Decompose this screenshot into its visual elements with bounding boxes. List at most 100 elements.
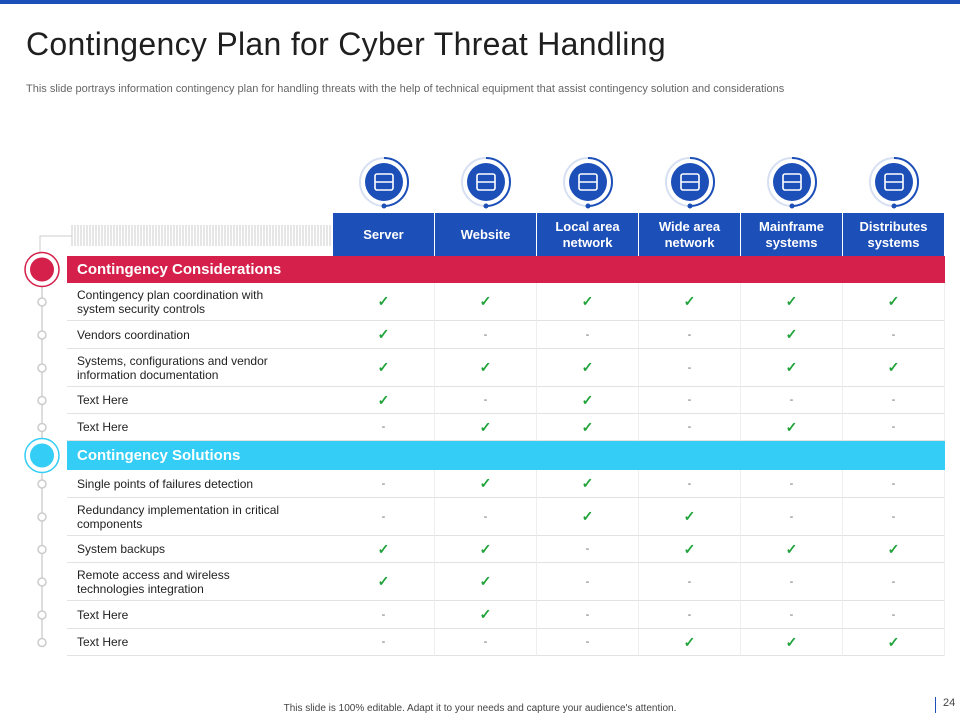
timeline-node: [37, 330, 47, 340]
column-header: Wide area network: [639, 213, 741, 256]
icon-dot: [789, 203, 795, 209]
cell: -: [435, 387, 537, 414]
cell: ✓: [537, 387, 639, 414]
cell: ✓: [741, 321, 843, 349]
section-header: Contingency Solutions: [67, 441, 945, 470]
row-label: Remote access and wireless technologies …: [67, 563, 333, 601]
timeline-node: [37, 577, 47, 587]
cell: -: [843, 387, 945, 414]
timeline-node: [37, 422, 47, 433]
hatch-border: [39, 235, 72, 256]
timeline-node: [37, 363, 47, 373]
cell: -: [639, 414, 741, 441]
icon-dot: [891, 203, 897, 209]
cell: -: [333, 629, 435, 656]
cell: -: [843, 470, 945, 498]
cell: -: [843, 414, 945, 441]
icon-arc: [383, 157, 409, 207]
cell: -: [843, 498, 945, 536]
cell: ✓: [537, 349, 639, 387]
row-label: Text Here: [67, 414, 333, 441]
column-header: Local area network: [537, 213, 639, 256]
cell: ✓: [843, 283, 945, 321]
cell: -: [537, 563, 639, 601]
icon-arc: [791, 157, 817, 207]
icon-arc: [893, 157, 919, 207]
cell: -: [639, 387, 741, 414]
column-header: Mainframe systems: [741, 213, 843, 256]
cell: ✓: [435, 563, 537, 601]
timeline-node: [37, 544, 47, 555]
section-header: Contingency Considerations: [67, 256, 945, 283]
cell: ✓: [639, 283, 741, 321]
cell: ✓: [537, 414, 639, 441]
cell: -: [741, 470, 843, 498]
cell: -: [639, 470, 741, 498]
cell: ✓: [435, 414, 537, 441]
cell: ✓: [333, 563, 435, 601]
cell: -: [843, 601, 945, 629]
cell: ✓: [741, 349, 843, 387]
cell: ✓: [333, 283, 435, 321]
cell: ✓: [639, 629, 741, 656]
cell: ✓: [843, 629, 945, 656]
cell: ✓: [537, 470, 639, 498]
cell: ✓: [435, 283, 537, 321]
cell: ✓: [843, 349, 945, 387]
cell: ✓: [741, 414, 843, 441]
row-label: Redundancy implementation in critical co…: [67, 498, 333, 536]
row-label: Single points of failures detection: [67, 470, 333, 498]
title: Contingency Plan for Cyber Threat Handli…: [26, 26, 666, 62]
cell: ✓: [333, 536, 435, 563]
section-icon: [30, 257, 54, 282]
cell: -: [741, 498, 843, 536]
cell: ✓: [741, 629, 843, 656]
row-label: System backups: [67, 536, 333, 563]
cell: -: [435, 321, 537, 349]
row-label: Text Here: [67, 601, 333, 629]
cell: ✓: [435, 470, 537, 498]
icon-arc: [587, 157, 613, 207]
cell: ✓: [741, 283, 843, 321]
page-number: 24: [935, 697, 955, 713]
top-bar: [0, 0, 960, 4]
cell: ✓: [333, 349, 435, 387]
cell: -: [843, 563, 945, 601]
column-header: Server: [333, 213, 435, 256]
icon-arc: [689, 157, 715, 207]
cell: -: [741, 601, 843, 629]
cell: ✓: [435, 349, 537, 387]
cell: -: [333, 414, 435, 441]
cell: ✓: [741, 536, 843, 563]
timeline-node: [37, 297, 47, 307]
row-label: Contingency plan coordination with syste…: [67, 283, 333, 321]
row-label: Text Here: [67, 629, 333, 656]
timeline-node: [37, 512, 47, 522]
column-header: Distributes systems: [843, 213, 945, 256]
footer: This slide is 100% editable. Adapt it to…: [283, 703, 677, 714]
cell: -: [537, 629, 639, 656]
cell: ✓: [639, 536, 741, 563]
cell: -: [741, 563, 843, 601]
icon-arc: [485, 157, 511, 207]
cell: -: [537, 321, 639, 349]
timeline-node: [37, 637, 47, 648]
cell: -: [639, 601, 741, 629]
cell: -: [537, 536, 639, 563]
icon-dot: [687, 203, 693, 209]
cell: ✓: [333, 321, 435, 349]
row-label: Text Here: [67, 387, 333, 414]
cell: -: [435, 498, 537, 536]
cell: -: [537, 601, 639, 629]
cell: ✓: [435, 536, 537, 563]
row-label: Vendors coordination: [67, 321, 333, 349]
cell: -: [333, 498, 435, 536]
column-header: Website: [435, 213, 537, 256]
cell: -: [639, 321, 741, 349]
row-label: Systems, configurations and vendor infor…: [67, 349, 333, 387]
cell: -: [333, 470, 435, 498]
subtitle: This slide portrays information continge…: [26, 83, 785, 95]
timeline-node: [37, 479, 47, 489]
